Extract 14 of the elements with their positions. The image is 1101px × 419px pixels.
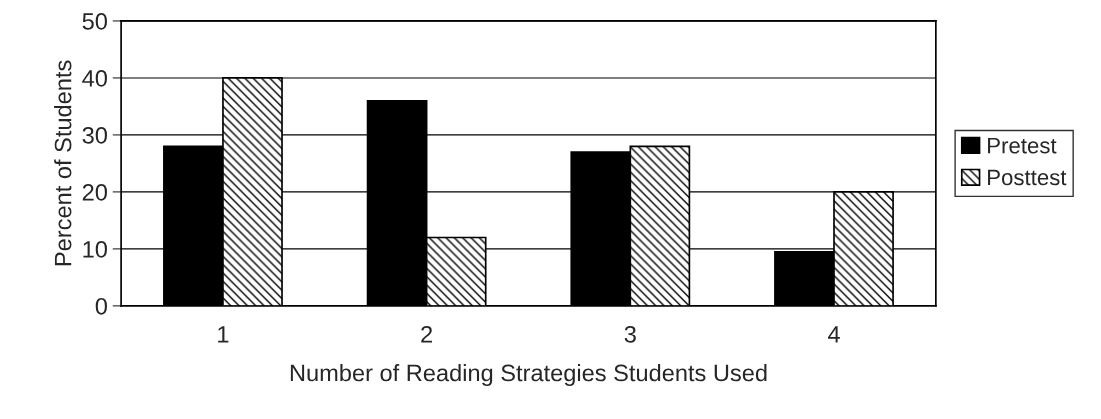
x-tick-label: 4 bbox=[827, 326, 840, 343]
y-tick-label: 20 bbox=[82, 183, 107, 201]
legend-label: Posttest bbox=[988, 169, 1067, 186]
y-tick-label: 30 bbox=[82, 126, 107, 144]
x-axis-title: Number of Reading Strategies Students Used bbox=[290, 363, 767, 386]
x-tick-label: 3 bbox=[624, 325, 636, 343]
y-tick-label: 10 bbox=[83, 240, 107, 258]
y-tick-label: 40 bbox=[82, 70, 107, 87]
y-tick-label: 50 bbox=[82, 13, 107, 30]
legend-label: Pretest bbox=[988, 137, 1057, 154]
x-tick-label: 2 bbox=[421, 325, 433, 343]
x-tick-label: 1 bbox=[218, 326, 229, 343]
y-axis-title: Percent of Students bbox=[54, 60, 72, 266]
y-tick-label: 0 bbox=[95, 297, 107, 315]
